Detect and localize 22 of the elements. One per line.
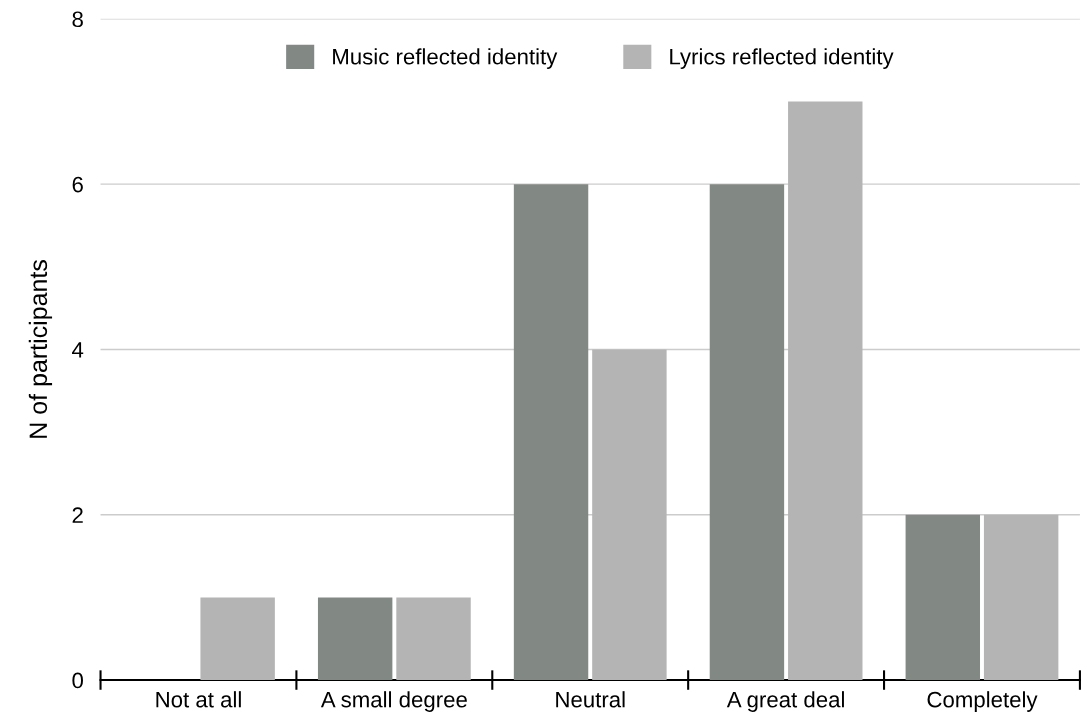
y-tick-label: 0 [72, 672, 83, 689]
y-tick-label: 8 [72, 11, 83, 28]
legend-label: Lyrics reflected identity [670, 48, 894, 69]
bar [513, 184, 589, 681]
x-tick-label: Completely [927, 691, 1038, 712]
x-tick-label: Neutral [556, 691, 625, 708]
bar [905, 514, 981, 681]
bar [396, 597, 471, 681]
legend-label: Music reflected identity [333, 48, 558, 69]
y-tick-label: 6 [72, 176, 83, 193]
bar [983, 514, 1059, 681]
y-axis-title: N of participants [28, 260, 53, 438]
bar [709, 184, 785, 681]
x-tick-label: A small degree [320, 691, 467, 712]
bar [592, 349, 667, 681]
bar [317, 597, 393, 681]
bar [200, 597, 275, 681]
y-tick-label: 4 [72, 342, 84, 358]
x-tick-label: A great deal [726, 691, 844, 712]
x-tick-label: Not at all [156, 691, 241, 708]
y-tick-label: 2 [72, 507, 83, 523]
bar [788, 101, 863, 681]
